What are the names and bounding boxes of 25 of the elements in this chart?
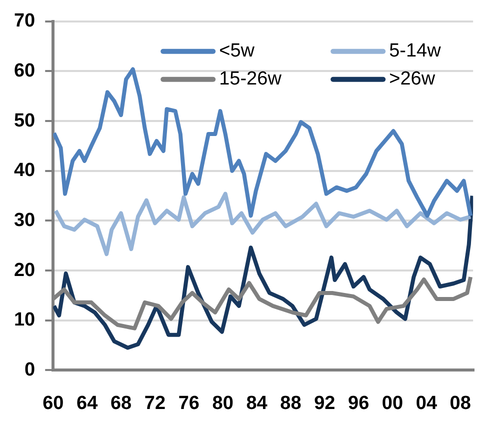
x-tick-label: 88 <box>280 392 302 414</box>
x-tick-label: 84 <box>246 392 268 414</box>
x-tick-label: 60 <box>42 392 64 414</box>
x-tick-label: 64 <box>76 392 98 414</box>
x-tick-label: 04 <box>416 392 438 414</box>
x-tick-label: 76 <box>178 392 200 414</box>
x-tick-label: 08 <box>450 392 471 414</box>
y-tick-label: 30 <box>14 210 36 231</box>
x-tick-label: 80 <box>212 392 234 414</box>
y-tick-label: 40 <box>14 160 36 182</box>
y-tick-label: 60 <box>14 60 36 82</box>
legend-label: <5w <box>219 40 255 62</box>
y-tick-label: 0 <box>24 359 36 380</box>
y-tick-label: 20 <box>14 260 36 281</box>
x-tick-label: 96 <box>348 392 370 414</box>
x-tick-label: 72 <box>144 392 166 414</box>
y-tick-label: 70 <box>14 10 36 32</box>
x-tick-label: 92 <box>314 392 336 414</box>
legend-label: 15-26w <box>219 68 282 90</box>
y-tick-label: 10 <box>14 310 36 331</box>
y-tick-label: 50 <box>14 110 36 132</box>
x-tick-label: 00 <box>382 392 404 414</box>
x-tick-label: 68 <box>110 392 132 414</box>
legend-label: 5-14w <box>389 40 442 62</box>
legend-label: >26w <box>389 68 436 90</box>
